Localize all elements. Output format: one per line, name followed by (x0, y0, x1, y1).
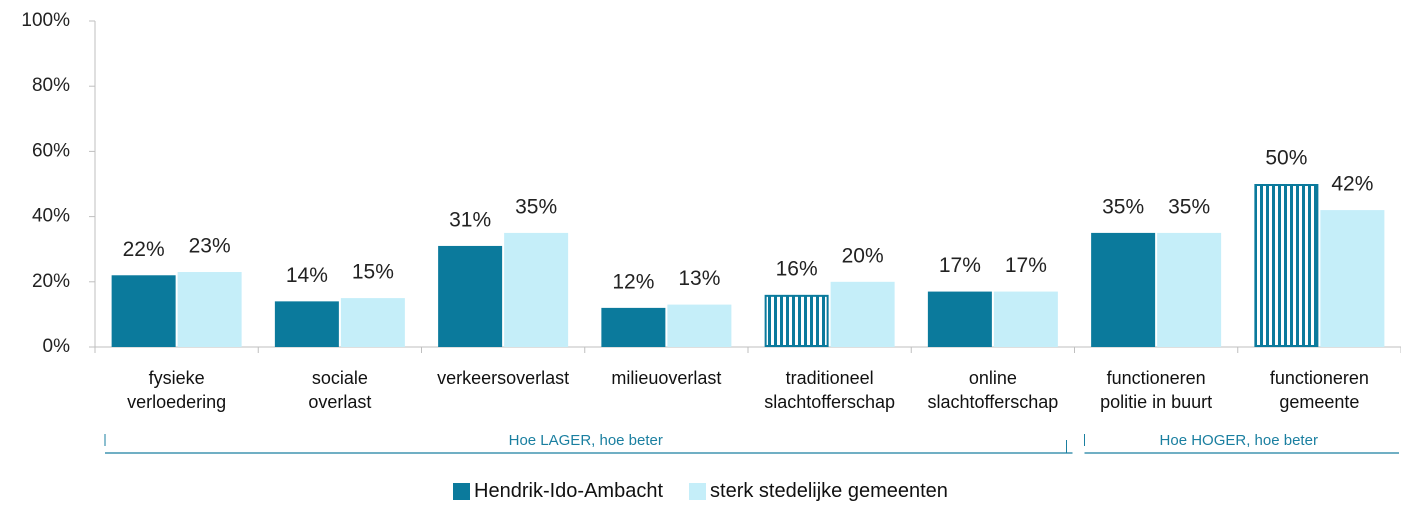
legend-item: sterk stedelijke gemeenten (689, 480, 948, 503)
bar (1091, 232, 1156, 347)
x-tick-label: functioneren politie in buurt (1100, 368, 1213, 412)
y-tick-label: 100% (21, 10, 70, 31)
value-label: 35% (1168, 195, 1210, 218)
value-label: 50% (1265, 147, 1307, 170)
value-label: 42% (1331, 173, 1373, 196)
value-label: 13% (678, 267, 720, 290)
y-tick-label: 80% (32, 75, 70, 96)
x-tick-label: fysieke verloedering (127, 368, 227, 412)
y-tick-label: 40% (32, 206, 70, 227)
legend-swatch (453, 483, 471, 500)
x-tick-label: verkeersoverlast (437, 368, 570, 388)
value-label: 16% (776, 257, 818, 280)
legend: Hendrik-Ido-Ambacht sterk stedelijke geme… (0, 480, 1401, 503)
bar (830, 281, 895, 347)
bar (111, 275, 176, 347)
bar (667, 304, 732, 347)
group-label: Hoe LAGER, hoe beter (509, 432, 663, 449)
bar (504, 232, 569, 347)
x-tick-label: functioneren gemeente (1269, 368, 1369, 412)
legend-label: sterk stedelijke gemeenten (710, 480, 948, 502)
bar (177, 272, 242, 347)
value-label: 17% (939, 254, 981, 277)
bar (1320, 210, 1385, 347)
x-tick-label: traditioneel slachtofferschap (764, 368, 895, 412)
x-tick-label: online slachtofferschap (927, 368, 1059, 412)
legend-swatch (689, 483, 707, 500)
y-tick-label: 60% (32, 140, 70, 161)
bar (993, 291, 1058, 347)
bar (340, 298, 405, 347)
bar (1254, 184, 1319, 347)
bar (764, 294, 829, 347)
value-label: 17% (1005, 254, 1047, 277)
bar (601, 307, 666, 347)
group-label: Hoe HOGER, hoe beter (1160, 432, 1318, 449)
value-label: 31% (449, 208, 491, 231)
value-label: 35% (1102, 195, 1144, 218)
value-label: 35% (515, 195, 557, 218)
x-tick-label: sociale overlast (308, 368, 372, 412)
bar (274, 301, 339, 347)
value-label: 22% (123, 238, 165, 261)
x-tick-label: milieuoverlast (611, 368, 722, 388)
value-label: 15% (352, 261, 394, 284)
bar (438, 245, 503, 347)
value-label: 23% (189, 235, 231, 258)
y-tick-label: 20% (32, 271, 70, 292)
bar (927, 291, 992, 347)
bar (1157, 232, 1222, 347)
value-label: 14% (286, 264, 328, 287)
y-tick-label: 0% (43, 336, 71, 357)
legend-item: Hendrik-Ido-Ambacht (453, 480, 663, 503)
value-label: 20% (842, 244, 884, 267)
value-label: 12% (612, 270, 654, 293)
legend-label: Hendrik-Ido-Ambacht (474, 480, 664, 502)
